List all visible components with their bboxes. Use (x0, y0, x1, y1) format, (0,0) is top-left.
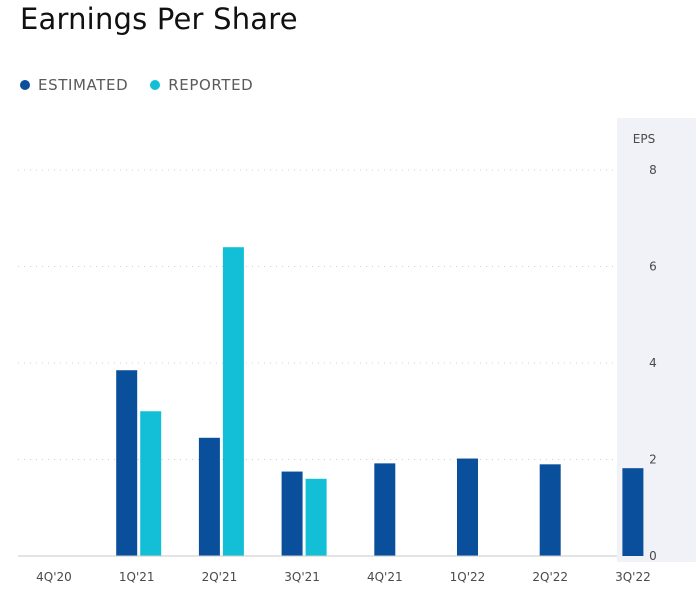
x-tick-label: 4Q'20 (36, 570, 72, 584)
legend: ESTIMATED REPORTED (20, 76, 275, 94)
y-axis-ticks: 0 2 4 6 8 (649, 163, 657, 563)
bar-estimated[interactable] (198, 437, 220, 556)
legend-label-estimated: ESTIMATED (38, 76, 129, 94)
x-tick-label: 1Q'21 (119, 570, 155, 584)
y-tick-label: 8 (649, 163, 657, 177)
bar-estimated[interactable] (281, 471, 303, 556)
x-tick-label: 1Q'22 (450, 570, 486, 584)
bar-estimated[interactable] (116, 370, 138, 556)
y-tick-label: 0 (649, 549, 657, 563)
legend-item-reported[interactable]: REPORTED (150, 76, 253, 94)
x-axis-ticks: 4Q'20 1Q'21 2Q'21 3Q'21 4Q'21 1Q'22 2Q'22 3Q'22 (36, 570, 651, 584)
y-tick-label: 4 (649, 356, 657, 370)
y-axis-label: EPS (633, 132, 655, 146)
legend-dot-estimated (20, 80, 30, 90)
bar-reported[interactable] (140, 411, 162, 556)
bar-estimated[interactable] (457, 458, 478, 556)
bar-estimated[interactable] (622, 468, 644, 556)
legend-label-reported: REPORTED (168, 76, 254, 94)
y-tick-label: 6 (649, 260, 657, 274)
x-tick-label: 3Q'22 (615, 570, 651, 584)
chart-title: Earnings Per Share (20, 2, 298, 36)
legend-dot-reported (150, 80, 161, 90)
bar-estimated[interactable] (374, 463, 396, 556)
x-tick-label: 3Q'21 (284, 570, 320, 584)
x-tick-label: 4Q'21 (367, 570, 403, 584)
bars (116, 247, 644, 556)
y-tick-label: 2 (649, 453, 657, 467)
bar-reported[interactable] (305, 478, 327, 556)
bar-estimated[interactable] (539, 464, 561, 556)
legend-item-estimated[interactable]: ESTIMATED (20, 76, 128, 94)
bar-reported[interactable] (222, 247, 244, 556)
x-tick-label: 2Q'22 (532, 570, 568, 584)
gridlines (18, 169, 617, 460)
x-tick-label: 2Q'21 (202, 570, 238, 584)
